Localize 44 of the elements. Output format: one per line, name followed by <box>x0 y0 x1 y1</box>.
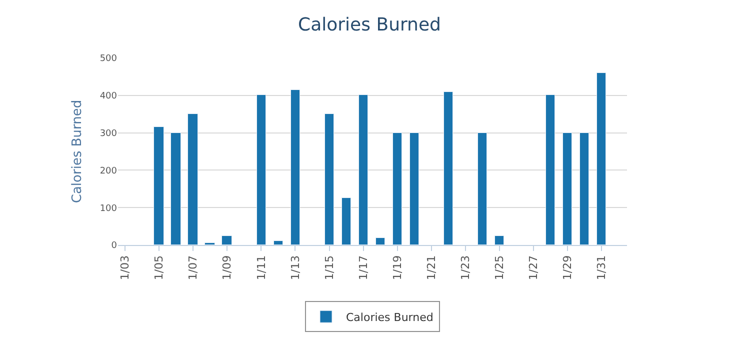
bar <box>256 94 266 245</box>
bar <box>546 94 555 245</box>
x-tick-label: 1/13 <box>288 255 302 280</box>
bar <box>392 132 402 245</box>
bar <box>478 132 487 245</box>
bar <box>410 132 419 245</box>
x-tick-label: 1/17 <box>356 255 370 280</box>
y-tick-label: 0 <box>111 241 118 252</box>
x-tick-label: 1/09 <box>220 255 234 280</box>
bar <box>154 126 164 245</box>
x-tick-label: 1/19 <box>390 255 404 280</box>
x-tick-label: 1/21 <box>424 255 438 280</box>
x-tick-label: 1/03 <box>118 255 132 280</box>
x-tick-label: 1/25 <box>492 255 506 280</box>
bar <box>222 236 232 245</box>
x-tick-label: 1/31 <box>595 255 608 280</box>
bar <box>376 238 385 245</box>
bar <box>358 94 368 245</box>
bar <box>596 72 606 245</box>
bar <box>562 132 572 245</box>
y-tick-label: 100 <box>100 204 118 214</box>
y-tick-label: 300 <box>100 128 118 139</box>
y-tick-label: 400 <box>100 92 118 102</box>
chart-title: Calories Burned <box>298 14 441 36</box>
y-tick-label: 500 <box>100 54 118 64</box>
bar <box>494 236 504 245</box>
x-tick-label: 1/23 <box>458 255 472 280</box>
bar <box>444 92 453 245</box>
x-tick-label: 1/15 <box>322 255 336 280</box>
y-axis-title: Calories Burned <box>70 100 85 204</box>
x-tick-label: 1/05 <box>152 255 166 280</box>
bar <box>580 132 589 245</box>
y-tick-label: 200 <box>100 166 118 176</box>
x-tick-label: 1/11 <box>254 255 268 280</box>
bar <box>290 90 300 245</box>
legend-label: Calories Burned <box>346 310 434 324</box>
x-tick-label: 1/07 <box>186 255 200 280</box>
bar <box>342 198 351 245</box>
bar <box>274 240 283 245</box>
x-tick-label: 1/29 <box>561 255 574 280</box>
x-tick-label: 1/27 <box>526 255 540 280</box>
bar <box>324 114 334 245</box>
bar <box>188 114 198 245</box>
bar <box>170 132 181 245</box>
